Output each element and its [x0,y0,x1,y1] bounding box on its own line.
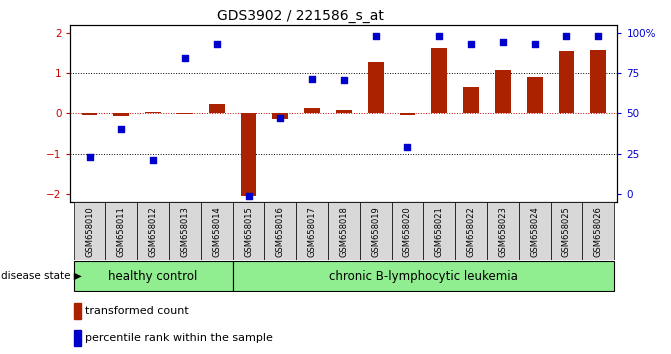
Point [148,157,158,162]
Text: GSM658019: GSM658019 [371,206,380,257]
Bar [495,70,511,113]
Text: GDS3902 / 221586_s_at: GDS3902 / 221586_s_at [217,9,384,23]
Bar [455,202,487,260]
Text: GSM658020: GSM658020 [403,206,412,257]
Bar [74,330,81,346]
Text: transformed count: transformed count [85,306,189,316]
Point [561,33,572,39]
Bar [360,202,392,260]
Text: GSM658011: GSM658011 [117,206,126,257]
Point [370,33,381,39]
Point [338,78,349,83]
Point [275,115,286,121]
Text: GSM658010: GSM658010 [85,206,94,257]
Text: percentile rank within the sample: percentile rank within the sample [85,332,273,343]
Point [243,193,254,199]
Bar [272,113,289,119]
Bar [74,303,81,319]
Bar [558,51,574,113]
Point [529,41,540,47]
Bar [423,202,455,260]
Bar [241,113,256,196]
Bar [336,110,352,113]
Bar [527,77,543,113]
Text: GSM658025: GSM658025 [562,206,571,257]
Bar [177,113,193,114]
Bar [296,202,328,260]
Bar [582,202,614,260]
Point [593,33,604,39]
Point [180,55,191,61]
Text: chronic B-lymphocytic leukemia: chronic B-lymphocytic leukemia [329,270,518,282]
Text: GSM658023: GSM658023 [499,206,507,257]
Text: GSM658026: GSM658026 [594,206,603,257]
Point [84,154,95,160]
Text: GSM658024: GSM658024 [530,206,539,257]
Bar [74,202,105,260]
Bar [431,48,447,113]
Bar [209,104,225,113]
Text: GSM658018: GSM658018 [340,206,348,257]
Text: GSM658014: GSM658014 [212,206,221,257]
Bar [264,202,296,260]
Point [116,126,127,131]
Bar [590,50,606,113]
Bar [105,202,138,260]
Point [211,41,222,46]
Bar [201,202,233,260]
Bar [233,261,614,291]
Bar [304,108,320,113]
Bar [399,113,415,115]
Bar [519,202,550,260]
Point [402,145,413,150]
Bar [487,202,519,260]
Bar [463,87,479,113]
Text: healthy control: healthy control [109,270,198,282]
Text: GSM658022: GSM658022 [466,206,476,257]
Bar [392,202,423,260]
Text: GSM658015: GSM658015 [244,206,253,257]
Point [466,41,476,47]
Bar [550,202,582,260]
Bar [169,202,201,260]
Text: GSM658016: GSM658016 [276,206,285,257]
Text: GSM658013: GSM658013 [180,206,189,257]
Text: GSM658021: GSM658021 [435,206,444,257]
Bar [138,202,169,260]
Bar [113,113,130,116]
Bar [82,113,97,115]
Bar [368,62,384,113]
Bar [233,202,264,260]
Point [434,33,445,39]
Text: disease state ▶: disease state ▶ [1,271,82,281]
Point [307,76,317,82]
Bar [328,202,360,260]
Text: GSM658012: GSM658012 [148,206,158,257]
Bar [74,261,233,291]
Text: GSM658017: GSM658017 [307,206,317,257]
Point [497,39,508,45]
